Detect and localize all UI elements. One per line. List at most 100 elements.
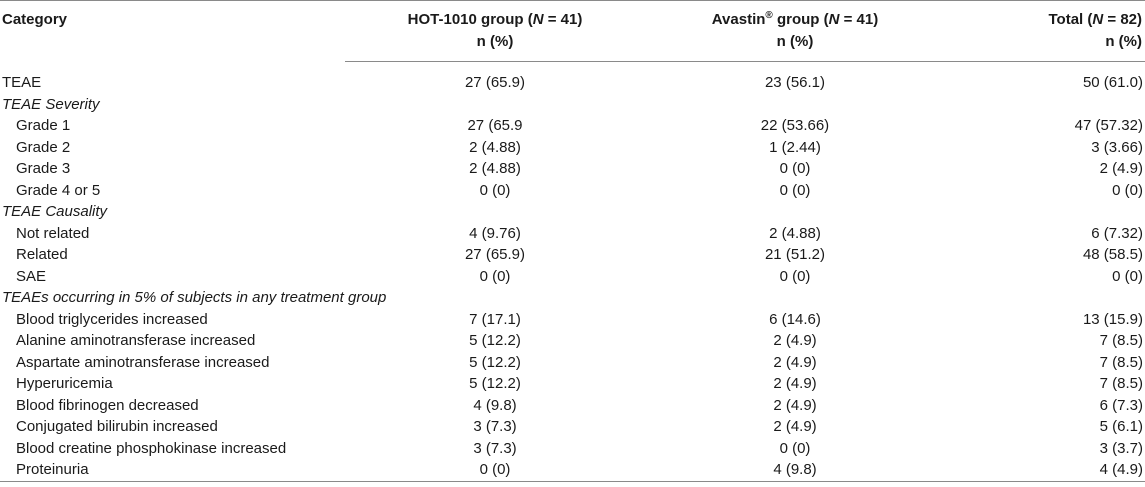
hot1010-value: 3 (7.3) [473, 439, 517, 457]
table-row: Blood fibrinogen decreased 4 (9.8) 2 (4.9)… [0, 395, 1145, 417]
avastin-value: 2 (4.9) [773, 418, 817, 435]
hot1010-value: 5 (12.2) [469, 332, 521, 349]
hot1010-value: 27 (65.9) [464, 74, 526, 91]
hot1010-value: 2 (4.88) [469, 138, 521, 156]
row-label: Hyperuricemia [16, 375, 113, 392]
table-header: Category HOT-1010 group (N = 41) Avastin… [0, 0, 1145, 62]
hot1010-value: 5 (12.2) [469, 375, 521, 392]
total-header: Total (N = 82) [945, 0, 1145, 31]
table-row: Grade 1 27 (65.9 22 (53.66) 47 (57.32) [0, 115, 1145, 137]
total-value: 48 (58.5) [1082, 246, 1143, 263]
table-body: TEAE 27 (65.9) 23 (56.1) 50 (61.0) TEAE Seve… [0, 62, 1145, 482]
row-label: TEAE [2, 74, 42, 91]
hot1010-value: 4 (9.8) [473, 396, 517, 414]
hot1010-value: 0 (0) [479, 267, 511, 285]
section-row: TEAEs occurring in 5% of subjects in any… [0, 287, 1145, 309]
table-row: Not related 4 (9.76) 2 (4.88) 6 (7.32) [0, 223, 1145, 245]
table-row: Hyperuricemia 5 (12.2) 2 (4.9) 7 (8.5) [0, 373, 1145, 395]
avastin-value: 2 (4.88) [769, 224, 821, 242]
category-header: Category [0, 0, 345, 62]
total-value: 6 (7.32) [1091, 224, 1143, 242]
section-row: TEAE Severity [0, 94, 1145, 116]
hot1010-value: 7 (17.1) [469, 310, 521, 328]
table-row: Blood creatine phosphokinase increased 3 … [0, 438, 1145, 460]
row-label: SAE [16, 267, 47, 285]
total-value [945, 287, 1145, 309]
row-label: Blood triglycerides increased [16, 310, 208, 328]
row-label: Grade 3 [16, 160, 71, 177]
hot1010-value: 4 (9.76) [469, 224, 521, 242]
table-row: Alanine aminotransferase increased 5 (12.… [0, 330, 1145, 352]
table-row: Aspartate aminotransferase increased 5 (1… [0, 352, 1145, 374]
table-row: Proteinuria 0 (0) 4 (9.8) 4 (4.9) [0, 459, 1145, 482]
total-value: 47 (57.32) [1074, 117, 1143, 134]
hot1010-value [345, 94, 645, 116]
avastin-value [645, 94, 945, 116]
section-row: TEAE Causality [0, 201, 1145, 223]
total-value: 50 (61.0) [1082, 74, 1143, 91]
table-row: Blood triglycerides increased 7 (17.1) 6 (… [0, 309, 1145, 331]
row-label: Not related [16, 224, 90, 242]
avastin-value [645, 201, 945, 223]
avastin-value: 0 (0) [779, 439, 811, 457]
header-subrow: n (%) n (%) n (%) [0, 31, 1145, 62]
hot1010-value: 5 (12.2) [469, 353, 521, 371]
spacer-cell [0, 62, 1145, 73]
table-row: TEAE 27 (65.9) 23 (56.1) 50 (61.0) [0, 72, 1145, 94]
total-value: 0 (0) [1112, 267, 1143, 285]
row-label: Aspartate aminotransferase increased [16, 353, 270, 371]
total-value: 7 (8.5) [1099, 353, 1143, 371]
row-label: Proteinuria [0, 459, 345, 482]
hot1010-unit-header: n (%) [345, 31, 645, 62]
row-label: TEAE Severity [2, 95, 100, 113]
avastin-value: 23 (56.1) [764, 74, 826, 91]
table-row: SAE 0 (0) 0 (0) 0 (0) [0, 266, 1145, 288]
row-label: Blood creatine phosphokinase increased [16, 439, 287, 457]
row-label: Conjugated bilirubin increased [16, 418, 218, 435]
avastin-value: 4 (9.8) [645, 459, 945, 482]
avastin-value: 22 (53.66) [760, 117, 830, 134]
table-row: Grade 3 2 (4.88) 0 (0) 2 (4.9) [0, 158, 1145, 180]
avastin-value: 2 (4.9) [773, 353, 817, 371]
table-row: Grade 4 or 5 0 (0) 0 (0) 0 (0) [0, 180, 1145, 202]
avastin-value: 2 (4.9) [773, 396, 817, 414]
row-label: TEAEs occurring in 5% of subjects in any… [2, 289, 387, 306]
hot1010-group-header: HOT-1010 group (N = 41) [345, 0, 645, 31]
avastin-value: 0 (0) [779, 160, 811, 177]
avastin-value: 0 (0) [779, 267, 811, 285]
total-value: 7 (8.5) [1099, 375, 1143, 392]
avastin-group-header: Avastin® group (N = 41) [645, 0, 945, 31]
row-label: Blood fibrinogen decreased [16, 396, 199, 414]
total-value: 13 (15.9) [1082, 310, 1143, 328]
hot1010-value: 0 (0) [345, 459, 645, 482]
avastin-unit-header: n (%) [645, 31, 945, 62]
total-value: 4 (4.9) [945, 459, 1145, 482]
hot1010-value [345, 287, 645, 309]
hot1010-value [345, 201, 645, 223]
spacer-row [0, 62, 1145, 73]
total-value: 0 (0) [1112, 181, 1143, 199]
row-label: Alanine aminotransferase increased [16, 332, 256, 349]
row-label: TEAE Causality [2, 203, 108, 220]
header-row: Category HOT-1010 group (N = 41) Avastin… [0, 0, 1145, 62]
total-value: 2 (4.9) [1099, 160, 1143, 177]
avastin-value: 0 (0) [779, 181, 811, 199]
avastin-value: 1 (2.44) [769, 138, 821, 156]
total-unit-header: n (%) [945, 31, 1145, 62]
avastin-value: 6 (14.6) [769, 310, 821, 328]
row-label: Grade 1 [16, 117, 71, 134]
total-value: 6 (7.3) [1099, 396, 1143, 414]
hot1010-value: 0 (0) [479, 181, 511, 199]
avastin-value: 21 (51.2) [764, 246, 826, 263]
total-value [945, 94, 1145, 116]
table-row: Conjugated bilirubin increased 3 (7.3) 2 (… [0, 416, 1145, 438]
total-value: 3 (3.66) [1091, 138, 1143, 156]
total-value: 3 (3.7) [1099, 439, 1143, 457]
hot1010-value: 3 (7.3) [473, 418, 517, 435]
row-label: Related [16, 246, 68, 263]
hot1010-value: 2 (4.88) [469, 160, 521, 177]
hot1010-value: 27 (65.9) [464, 246, 526, 263]
avastin-value: 2 (4.9) [773, 375, 817, 392]
avastin-value: 2 (4.9) [773, 332, 817, 349]
